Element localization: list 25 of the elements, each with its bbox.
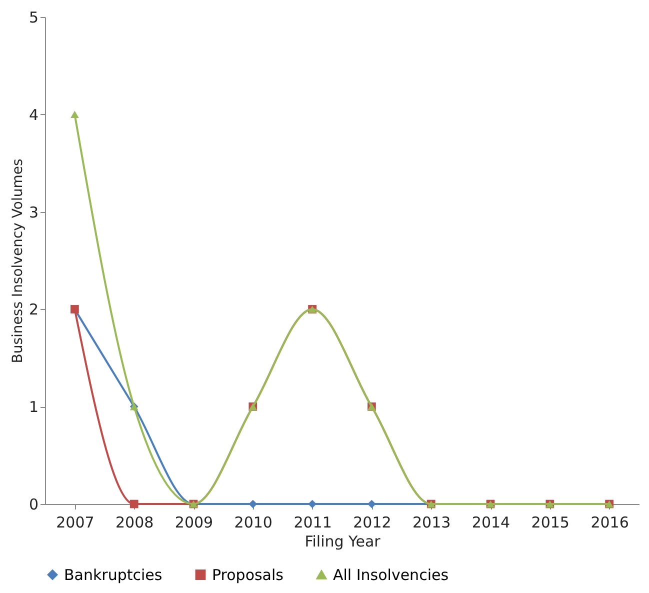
legend-label: All Insolvencies [333, 566, 449, 584]
y-tick-label: 0 [28, 496, 38, 514]
y-tick-label: 2 [28, 300, 38, 319]
point [308, 500, 316, 508]
x-tick-label: 2013 [412, 514, 451, 532]
legend-label: Proposals [212, 566, 284, 584]
x-axis-title: Filing Year [304, 532, 382, 550]
x-tick-label: 2007 [56, 514, 94, 532]
y-axis-title: Business Insolvency Volumes [10, 158, 26, 364]
x-tick-label: 2011 [294, 514, 332, 532]
x-tick-label: 2009 [174, 514, 214, 532]
point [368, 500, 376, 508]
x-tick-label: 2010 [234, 514, 272, 532]
y-tick-label: 1 [28, 398, 38, 416]
y-tick-label: 4 [28, 106, 38, 124]
x-tick-label: 2015 [531, 514, 570, 532]
point [70, 110, 79, 118]
x-tick-label: 2014 [472, 514, 510, 532]
x-tick-label: 2016 [590, 514, 629, 532]
y-tick-label: 5 [28, 8, 38, 26]
x-tick-label: 2008 [116, 514, 154, 532]
y-tick-label: 3 [28, 203, 38, 222]
legend-label: Bankruptcies [64, 566, 162, 584]
x-tick-label: 2012 [353, 514, 392, 532]
point [130, 500, 138, 508]
